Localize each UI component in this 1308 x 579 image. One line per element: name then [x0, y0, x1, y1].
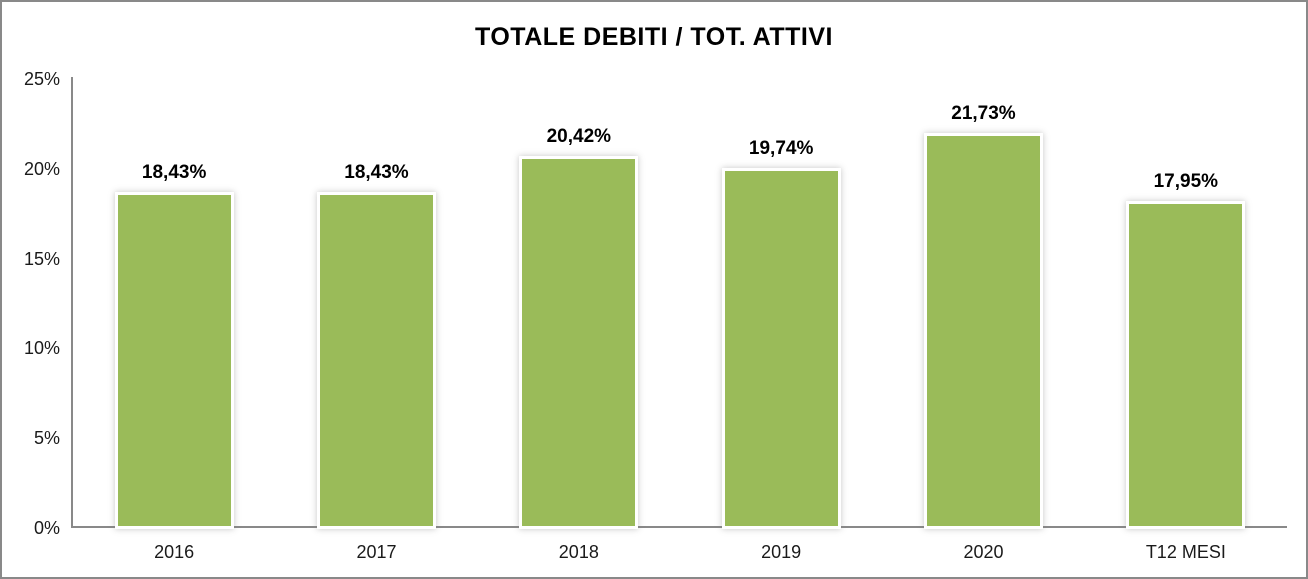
bar-value-label: 18,43% — [141, 161, 207, 183]
x-axis-category-label: 2019 — [761, 542, 802, 562]
bar-value-label: 19,74% — [748, 138, 814, 160]
bar-value-label: 17,95% — [1153, 170, 1219, 192]
x-axis-category-label: 2020 — [963, 542, 1004, 562]
bar-t12-mesi — [1129, 203, 1243, 526]
bar-value-label: 21,73% — [951, 102, 1016, 124]
y-axis-tick-label: 5% — [33, 428, 60, 449]
bar-2020 — [927, 135, 1040, 526]
y-axis-tick-label: 25% — [23, 69, 60, 89]
bar-2019 — [724, 171, 838, 526]
bar-value-label: 20,42% — [546, 126, 612, 148]
x-axis-category-label: 2016 — [154, 542, 195, 562]
y-axis-tick-label: 20% — [23, 158, 60, 179]
bar-2016 — [117, 194, 231, 526]
x-axis-line — [71, 526, 1287, 528]
bar-2017 — [320, 194, 433, 526]
chart-title: TOTALE DEBITI / TOT. ATTIVI — [475, 23, 833, 51]
y-axis-tick-label: 15% — [23, 248, 60, 269]
bar-2018 — [522, 159, 636, 526]
x-axis-category-label: 2017 — [356, 542, 397, 562]
y-axis-tick-label: 10% — [23, 338, 60, 359]
x-axis-category-label: T12 MESI — [1145, 542, 1226, 562]
y-axis-line — [71, 77, 73, 528]
y-axis-tick-label: 0% — [33, 518, 60, 538]
bar-value-label: 18,43% — [344, 161, 409, 183]
x-axis-category-label: 2018 — [558, 542, 599, 562]
